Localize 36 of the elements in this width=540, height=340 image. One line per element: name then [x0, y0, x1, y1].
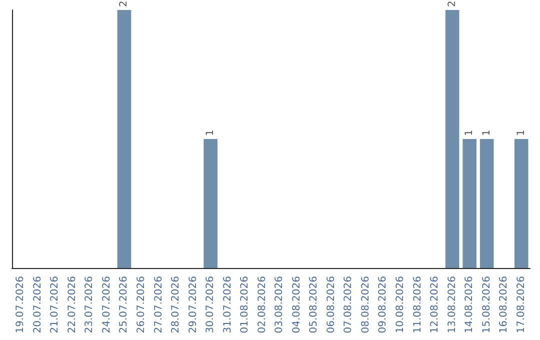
x-tick-label: 06.08.2026 — [326, 276, 337, 334]
x-tick-label: 30.07.2026 — [205, 276, 216, 334]
x-tick-label: 28.07.2026 — [170, 276, 182, 334]
x-tick-label: 13.08.2026 — [446, 276, 458, 334]
x-tick-label: 21.07.2026 — [50, 276, 61, 334]
x-tick-label: 31.07.2026 — [222, 276, 234, 334]
x-tick-label: 03.08.2026 — [274, 276, 286, 334]
x-tick-label: 14.08.2026 — [464, 276, 476, 334]
data-label: 2 — [446, 0, 458, 7]
data-label: 1 — [205, 130, 216, 136]
x-tick-label: 11.08.2026 — [412, 276, 424, 334]
x-tick-label: 10.08.2026 — [395, 276, 406, 334]
x-tick-label: 29.07.2026 — [188, 276, 199, 334]
x-tick-label: 04.08.2026 — [291, 276, 302, 334]
x-tick-label: 07.08.2026 — [343, 276, 354, 334]
x-tick-label: 25.07.2026 — [118, 276, 130, 334]
x-tick-label: 20.07.2026 — [32, 276, 44, 334]
x-tick-label: 09.08.2026 — [378, 276, 389, 334]
x-tick-label: 12.08.2026 — [430, 276, 441, 334]
x-tick-label: 19.07.2026 — [15, 276, 26, 334]
data-label: 2 — [118, 0, 130, 7]
x-tick-label: 23.07.2026 — [84, 276, 96, 334]
x-tick-label: 16.08.2026 — [498, 276, 510, 334]
x-tick-label: 08.08.2026 — [360, 276, 372, 334]
x-tick-label: 24.07.2026 — [101, 276, 112, 334]
x-tick-label: 17.08.2026 — [516, 276, 527, 334]
x-tick-label: 05.08.2026 — [308, 276, 320, 334]
data-label: 1 — [516, 130, 527, 136]
x-tick-label: 22.07.2026 — [66, 276, 78, 334]
x-tick-label: 01.08.2026 — [240, 276, 251, 334]
x-tick-label: 26.07.2026 — [136, 276, 147, 334]
data-label: 1 — [464, 130, 476, 136]
x-tick-label: 02.08.2026 — [256, 276, 268, 334]
x-tick-label: 27.07.2026 — [153, 276, 164, 334]
data-label: 1 — [481, 130, 492, 136]
x-tick-label: 15.08.2026 — [481, 276, 492, 334]
